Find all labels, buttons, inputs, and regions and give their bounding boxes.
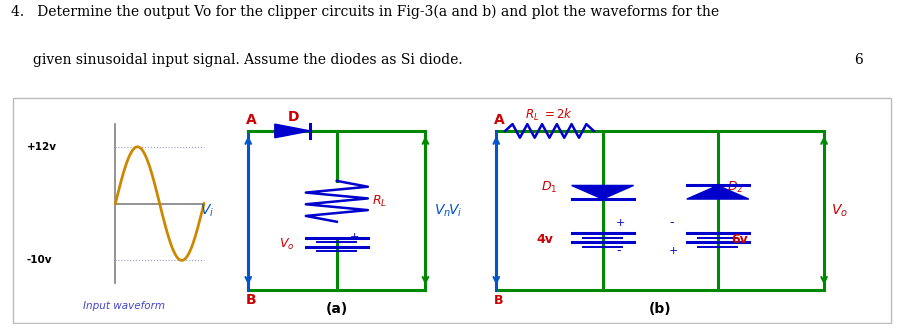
Text: given sinusoidal input signal. Assume the diodes as Si diode.: given sinusoidal input signal. Assume th… bbox=[11, 53, 462, 67]
Text: 6: 6 bbox=[853, 53, 862, 67]
Text: -: - bbox=[615, 243, 619, 257]
Polygon shape bbox=[686, 185, 748, 199]
Polygon shape bbox=[275, 124, 310, 138]
Text: $V_o$: $V_o$ bbox=[279, 237, 294, 252]
Text: Input waveform: Input waveform bbox=[83, 301, 165, 311]
Text: $R_L$: $R_L$ bbox=[372, 194, 386, 209]
Text: +: + bbox=[349, 231, 359, 241]
Text: A: A bbox=[246, 113, 256, 127]
Polygon shape bbox=[571, 185, 633, 199]
Text: +12v: +12v bbox=[27, 142, 57, 152]
Text: $D_2$: $D_2$ bbox=[726, 180, 742, 195]
Text: B: B bbox=[493, 294, 503, 307]
FancyBboxPatch shape bbox=[14, 98, 889, 323]
Text: -10v: -10v bbox=[27, 256, 52, 266]
Text: $V_n$: $V_n$ bbox=[433, 202, 451, 219]
Text: A: A bbox=[493, 113, 504, 127]
Text: B: B bbox=[246, 293, 256, 307]
Text: 6v: 6v bbox=[731, 233, 747, 246]
Text: $V_o$: $V_o$ bbox=[830, 202, 847, 219]
Text: +: + bbox=[668, 245, 677, 256]
Text: 4.   Determine the output Vo for the clipper circuits in Fig-3(a and b) and plot: 4. Determine the output Vo for the clipp… bbox=[11, 5, 718, 19]
Text: -: - bbox=[668, 216, 673, 229]
Text: D: D bbox=[288, 110, 299, 124]
Text: $R_L\ =2k$: $R_L\ =2k$ bbox=[525, 107, 573, 123]
Text: $V_i$: $V_i$ bbox=[200, 202, 213, 219]
Text: 4v: 4v bbox=[535, 233, 553, 246]
Text: $D_1$: $D_1$ bbox=[540, 180, 556, 195]
Text: (b): (b) bbox=[648, 302, 671, 316]
Text: (a): (a) bbox=[325, 302, 348, 316]
Text: $V_i$: $V_i$ bbox=[447, 202, 461, 219]
Text: +: + bbox=[615, 218, 625, 228]
